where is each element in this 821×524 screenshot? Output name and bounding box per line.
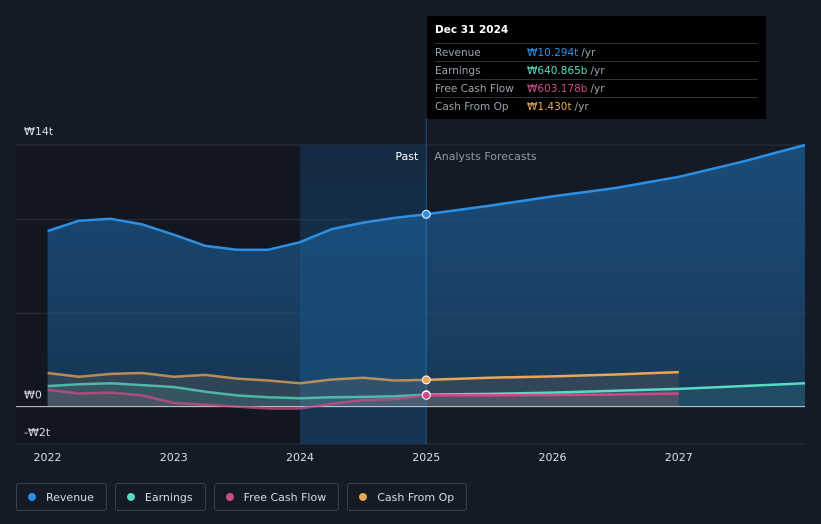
tooltip-unit: /yr bbox=[590, 64, 605, 77]
free-cash-flow-forecast-line bbox=[426, 392, 679, 397]
cash-from-op-marker bbox=[421, 375, 431, 385]
y-tick-label: -₩2t bbox=[24, 426, 51, 439]
earnings-forecast-line bbox=[426, 382, 806, 396]
tooltip-unit: /yr bbox=[590, 82, 605, 95]
legend-label: Free Cash Flow bbox=[243, 490, 327, 504]
tooltip-label: Earnings bbox=[435, 64, 481, 77]
tooltip-date: Dec 31 2024 bbox=[435, 24, 509, 36]
x-tick-label: 2022 bbox=[34, 451, 62, 464]
forecast-label: Analysts Forecasts bbox=[434, 150, 537, 163]
x-tick-label: 2026 bbox=[539, 451, 567, 464]
hover-markers bbox=[421, 209, 431, 400]
revenue-past-line bbox=[47, 213, 427, 251]
x-tick-label: 2025 bbox=[412, 451, 440, 464]
legend-item-revenue[interactable]: Revenue bbox=[16, 483, 107, 511]
free-cash-flow-area bbox=[47, 389, 679, 409]
tooltip: Dec 31 2024 Revenue ₩10.294t /yr Earning… bbox=[427, 16, 766, 119]
x-tick-label: 2027 bbox=[665, 451, 693, 464]
cash-from-op-area bbox=[47, 372, 679, 407]
x-tick-label: 2023 bbox=[160, 451, 188, 464]
free-cash-flow-past-line bbox=[47, 388, 427, 410]
earnings-dot-icon bbox=[126, 493, 135, 501]
past-label: Past bbox=[395, 150, 419, 163]
legend: Revenue Earnings Free Cash Flow Cash Fro… bbox=[16, 483, 468, 511]
y-tick-label: ₩0 bbox=[24, 389, 42, 402]
tooltip-label: Cash From Op bbox=[435, 100, 509, 113]
revenue-marker bbox=[421, 209, 431, 219]
tooltip-unit: /yr bbox=[574, 100, 589, 113]
tooltip-row-earnings: Earnings ₩640.865b /yr bbox=[435, 61, 758, 79]
tooltip-row-free-cash-flow: Free Cash Flow ₩603.178b /yr bbox=[435, 79, 758, 97]
x-axis-labels: 2022 2023 2024 2025 2026 2027 bbox=[34, 451, 693, 464]
legend-item-cash-from-op[interactable]: Cash From Op bbox=[347, 483, 468, 511]
earnings-past-line bbox=[47, 382, 427, 400]
tooltip-unit: /yr bbox=[581, 46, 596, 59]
tooltip-label: Revenue bbox=[435, 46, 481, 59]
free-cash-flow-marker bbox=[421, 390, 431, 400]
tooltip-row-cash-from-op: Cash From Op ₩1.430t /yr bbox=[435, 97, 758, 115]
legend-item-earnings[interactable]: Earnings bbox=[114, 483, 206, 511]
x-tick-label: 2024 bbox=[286, 451, 314, 464]
cash-from-op-forecast-line bbox=[426, 370, 679, 382]
y-tick-label: ₩14t bbox=[24, 125, 54, 138]
tooltip-value: ₩1.430t bbox=[527, 100, 572, 113]
tooltip-value: ₩640.865b bbox=[527, 64, 588, 77]
legend-item-free-cash-flow[interactable]: Free Cash Flow bbox=[213, 483, 340, 511]
free-cash-flow-dot-icon bbox=[225, 493, 234, 501]
legend-label: Revenue bbox=[46, 490, 94, 504]
revenue-forecast-line bbox=[426, 143, 806, 216]
tooltip-value: ₩603.178b bbox=[527, 82, 588, 95]
cash-from-op-dot-icon bbox=[359, 493, 368, 501]
y-axis-labels: ₩14t ₩0 -₩2t bbox=[24, 125, 54, 439]
tooltip-label: Free Cash Flow bbox=[435, 82, 514, 95]
series-lines bbox=[47, 143, 806, 410]
tooltip-row-revenue: Revenue ₩10.294t /yr bbox=[435, 43, 758, 61]
legend-label: Earnings bbox=[144, 490, 193, 504]
revenue-dot-icon bbox=[28, 493, 36, 501]
tooltip-value: ₩10.294t bbox=[527, 46, 579, 59]
legend-label: Cash From Op bbox=[377, 490, 455, 504]
cash-from-op-past-line bbox=[47, 371, 427, 385]
